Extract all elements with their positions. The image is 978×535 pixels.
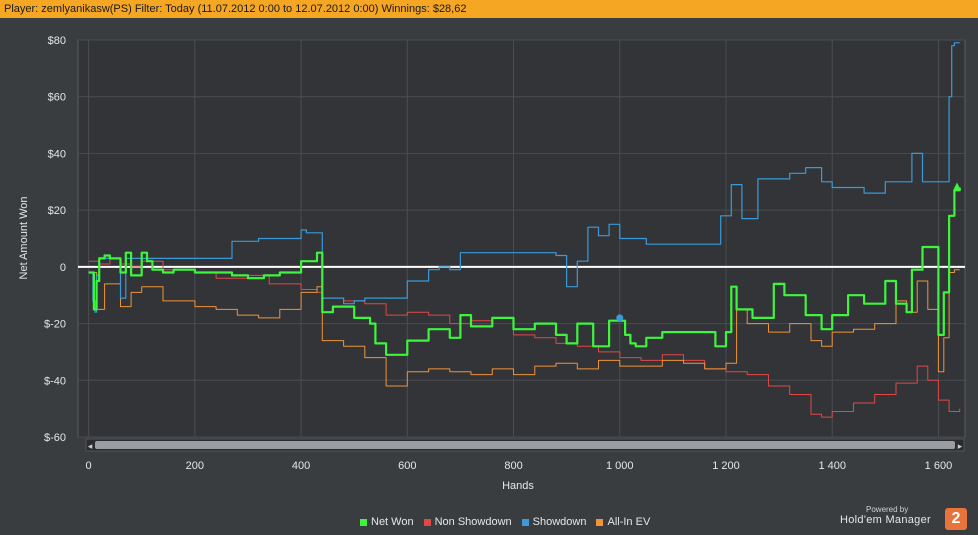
series-line-non-showdown — [88, 257, 961, 418]
series-line-all-in-ev — [88, 269, 960, 387]
legend-swatch — [521, 518, 529, 526]
legend: Net Won Non Showdown Showdown All-In EV — [360, 515, 650, 529]
scroll-left-icon: ◂ — [88, 441, 93, 451]
series-line-net-won — [88, 187, 961, 356]
scrollbar-thumb — [95, 441, 955, 449]
series-marker — [616, 314, 624, 322]
legend-swatch — [360, 518, 367, 526]
plot-area — [77, 39, 966, 438]
x-tick-label: 800 — [504, 460, 522, 472]
x-tick-label: 200 — [186, 460, 204, 472]
legend-label: Showdown — [532, 516, 587, 528]
header-bar: Player: zemlyanikasw(PS) Filter: Today (… — [0, 0, 978, 18]
brand-name: Hold'em Manager — [840, 514, 931, 526]
scroll-right-icon: ▸ — [958, 441, 963, 451]
legend-label: All-In EV — [607, 516, 651, 528]
y-tick-label: $20 — [48, 205, 66, 217]
x-tick-label: 400 — [292, 460, 310, 472]
series-line-showdown — [88, 42, 960, 313]
x-tick-label: 1 200 — [712, 460, 740, 472]
legend-item-non-showdown[interactable]: Non Showdown — [423, 516, 512, 528]
y-axis-label: Net Amount Won — [18, 197, 30, 280]
y-tick-label: $40 — [48, 148, 66, 160]
x-tick-label: 1 400 — [818, 460, 846, 472]
x-tick-label: 0 — [86, 460, 92, 472]
horizontal-scrollbar[interactable]: ◂ ▸ — [85, 438, 965, 452]
y-tick-label: 0 — [60, 262, 66, 274]
y-tick-label: $-20 — [44, 319, 66, 331]
legend-item-net-won[interactable]: Net Won — [360, 516, 414, 528]
y-tick-label: $80 — [48, 35, 66, 47]
powered-by-text: Powered by — [866, 505, 909, 514]
legend-item-showdown[interactable]: Showdown — [521, 516, 587, 528]
series-marker — [953, 182, 962, 191]
legend-label: Non Showdown — [434, 516, 512, 528]
x-tick-label: 1 600 — [925, 460, 953, 472]
brand-badge-icon: 2 — [945, 508, 967, 530]
y-tick-label: $-60 — [44, 432, 66, 444]
legend-item-all-in-ev[interactable]: All-In EV — [596, 516, 650, 528]
legend-swatch — [596, 518, 604, 526]
x-axis-label: Hands — [502, 480, 534, 492]
y-tick-label: $-40 — [44, 375, 66, 387]
y-tick-label: $60 — [48, 92, 66, 104]
x-tick-label: 600 — [398, 460, 416, 472]
legend-label: Net Won — [371, 516, 414, 528]
header-text: Player: zemlyanikasw(PS) Filter: Today (… — [4, 3, 467, 15]
legend-swatch — [423, 518, 431, 526]
x-tick-label: 1 000 — [606, 460, 634, 472]
